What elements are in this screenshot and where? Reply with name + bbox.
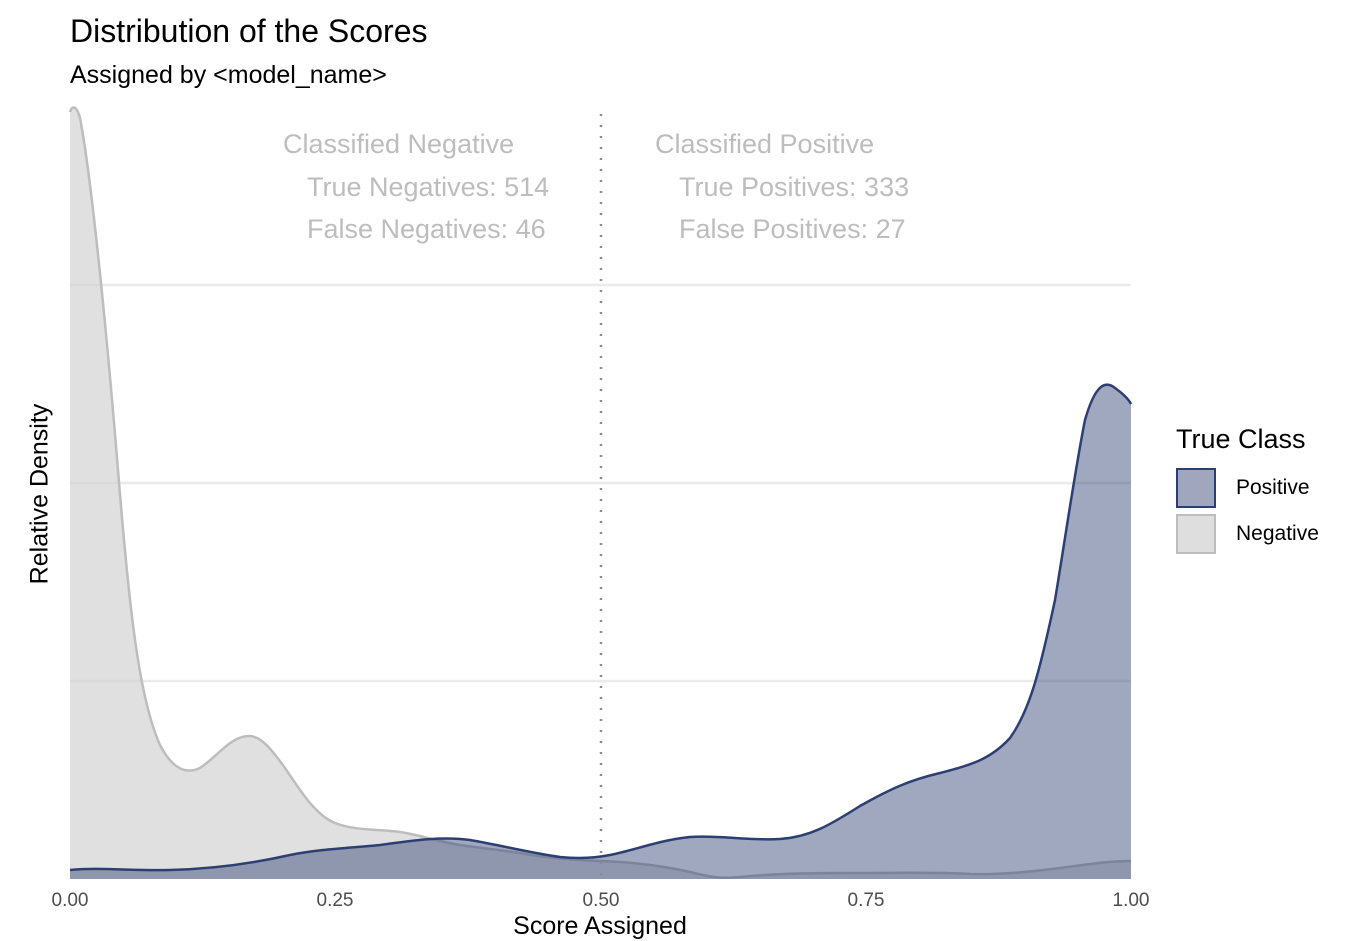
- x-tick-label: 0.25: [316, 890, 354, 911]
- x-tick-label: 0.75: [847, 890, 885, 911]
- x-tick-label: 0.00: [51, 890, 89, 911]
- x-tick-label: 0.50: [582, 890, 620, 911]
- annotation-false-negatives: False Negatives: 46: [307, 214, 546, 244]
- legend-title: True Class: [1176, 424, 1306, 454]
- positive-density-area: [70, 384, 1131, 879]
- negative-density-area: [70, 107, 1131, 879]
- legend-label-positive: Positive: [1236, 476, 1310, 499]
- legend: True Class Positive Negative: [1176, 424, 1319, 557]
- gridlines: [70, 283, 1131, 683]
- positive-density-line: [69, 383, 1133, 872]
- legend-item-positive: Positive: [1176, 465, 1319, 511]
- chart-subtitle: Assigned by <model_name>: [70, 61, 387, 89]
- x-tick-label: 1.00: [1112, 890, 1150, 911]
- y-axis-label: Relative Density: [25, 403, 54, 585]
- annotation-false-positives: False Positives: 27: [679, 214, 906, 244]
- negative-swatch-icon: [1176, 514, 1216, 554]
- chart-title: Distribution of the Scores: [70, 13, 428, 49]
- x-axis-label: Score Assigned: [513, 912, 687, 940]
- negative-density-line: [68, 106, 1132, 880]
- annotation-negative-header: Classified Negative: [283, 129, 515, 159]
- annotation-true-positives: True Positives: 333: [679, 172, 910, 202]
- positive-swatch-icon: [1176, 468, 1216, 508]
- legend-item-negative: Negative: [1176, 511, 1319, 557]
- annotation-positive-header: Classified Positive: [655, 129, 875, 159]
- annotation-true-negatives: True Negatives: 514: [307, 172, 550, 202]
- legend-label-negative: Negative: [1236, 522, 1319, 545]
